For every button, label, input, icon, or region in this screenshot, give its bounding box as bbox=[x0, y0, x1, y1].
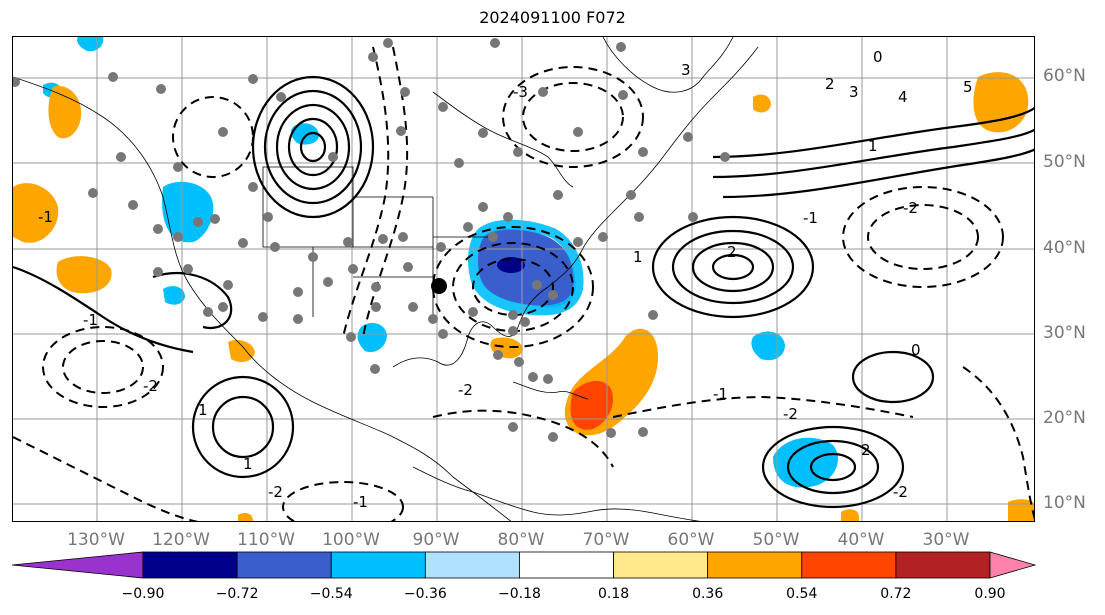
colorbar-tick-label: 0.90 bbox=[974, 586, 1006, 602]
lat-label: 30°N bbox=[1043, 323, 1086, 343]
lon-label: 120°W bbox=[152, 530, 210, 550]
lat-label: 20°N bbox=[1043, 408, 1086, 428]
colorbar-tick-label: −0.36 bbox=[403, 586, 447, 602]
colorbar-extension-low bbox=[11, 551, 144, 579]
contour-label: 3 bbox=[681, 61, 691, 79]
lat-label: 50°N bbox=[1043, 152, 1086, 172]
contour-label: -1 bbox=[713, 385, 728, 403]
colorbar-cell bbox=[519, 551, 614, 579]
contour-label: -1 bbox=[353, 493, 368, 511]
map-panel: 5 4 3 2 1 0 1 2 3 1 2 0 1 -2 -1 -3 -2 -1… bbox=[12, 36, 1035, 522]
lon-label: 110°W bbox=[237, 530, 295, 550]
map-canvas: 5 4 3 2 1 0 1 2 3 1 2 0 1 -2 -1 -3 -2 -1… bbox=[13, 37, 1034, 521]
contour-label-group: 5 4 3 2 1 0 1 2 3 1 2 0 1 -2 -1 -3 -2 -1… bbox=[38, 48, 973, 511]
contour-label: -2 bbox=[143, 377, 158, 395]
contour-label: 0 bbox=[911, 341, 921, 359]
contour-label: -1 bbox=[83, 311, 98, 329]
colorbar-cell bbox=[801, 551, 897, 579]
contour-label: -2 bbox=[903, 199, 918, 217]
contour-label: 0 bbox=[873, 48, 883, 66]
colorbar-cell bbox=[707, 551, 803, 579]
height-contours-positive bbox=[13, 75, 1034, 509]
lon-label: 40°W bbox=[837, 530, 885, 550]
contour-label: 4 bbox=[898, 88, 908, 106]
graticule bbox=[13, 37, 1034, 521]
colorbar-cell bbox=[895, 551, 991, 579]
colorbar-cell bbox=[236, 551, 332, 579]
contour-label: -3 bbox=[513, 83, 528, 101]
contour-label: 2 bbox=[727, 243, 737, 261]
colorbar-tick-label: −0.54 bbox=[309, 586, 353, 602]
colorbar-tick-label: 0.72 bbox=[880, 586, 912, 602]
lat-label: 40°N bbox=[1043, 238, 1086, 258]
contour-label: -2 bbox=[268, 483, 283, 501]
colorbar bbox=[11, 551, 1037, 579]
contour-label: -1 bbox=[803, 209, 818, 227]
contour-label: -2 bbox=[783, 405, 798, 423]
lon-label: 90°W bbox=[412, 530, 460, 550]
station-markers bbox=[13, 38, 730, 442]
contour-label: 1 bbox=[868, 137, 878, 155]
lat-label: 10°N bbox=[1043, 493, 1086, 513]
contour-label: 2 bbox=[861, 441, 871, 459]
coastlines bbox=[13, 37, 759, 521]
colorbar-cell bbox=[142, 551, 238, 579]
colorbar-tick-label: −0.72 bbox=[215, 586, 259, 602]
colorbar-extension-high bbox=[989, 551, 1037, 579]
lon-label: 80°W bbox=[497, 530, 545, 550]
contour-label: 3 bbox=[849, 83, 859, 101]
colorbar-tick-label: 0.36 bbox=[692, 586, 724, 602]
lon-label: 60°W bbox=[667, 530, 715, 550]
height-contours-negative bbox=[13, 46, 1034, 521]
lon-label: 30°W bbox=[922, 530, 970, 550]
lat-label: 60°N bbox=[1043, 66, 1086, 86]
contour-label: 1 bbox=[243, 455, 253, 473]
colorbar-tick-label: −0.90 bbox=[121, 586, 165, 602]
colorbar-cell bbox=[613, 551, 709, 579]
contour-label: 1 bbox=[198, 401, 208, 419]
colorbar-cell bbox=[424, 551, 520, 579]
lon-label: 50°W bbox=[752, 530, 800, 550]
contour-label: 5 bbox=[963, 78, 973, 96]
lon-label: 70°W bbox=[582, 530, 630, 550]
lon-label: 130°W bbox=[67, 530, 125, 550]
colorbar-tick-label: 0.54 bbox=[786, 586, 818, 602]
contour-label: 2 bbox=[825, 75, 835, 93]
city-marker bbox=[431, 278, 447, 294]
colorbar-tick-label: 0.18 bbox=[597, 586, 630, 602]
map-title: 2024091100 F072 bbox=[479, 8, 626, 27]
colorbar-cell bbox=[330, 551, 426, 579]
contour-label: -1 bbox=[38, 208, 53, 226]
contour-label: -2 bbox=[458, 381, 473, 399]
contour-label: -2 bbox=[893, 483, 908, 501]
lon-label: 100°W bbox=[322, 530, 380, 550]
contour-label: 1 bbox=[633, 248, 643, 266]
colorbar-tick-label: −0.18 bbox=[497, 586, 541, 602]
